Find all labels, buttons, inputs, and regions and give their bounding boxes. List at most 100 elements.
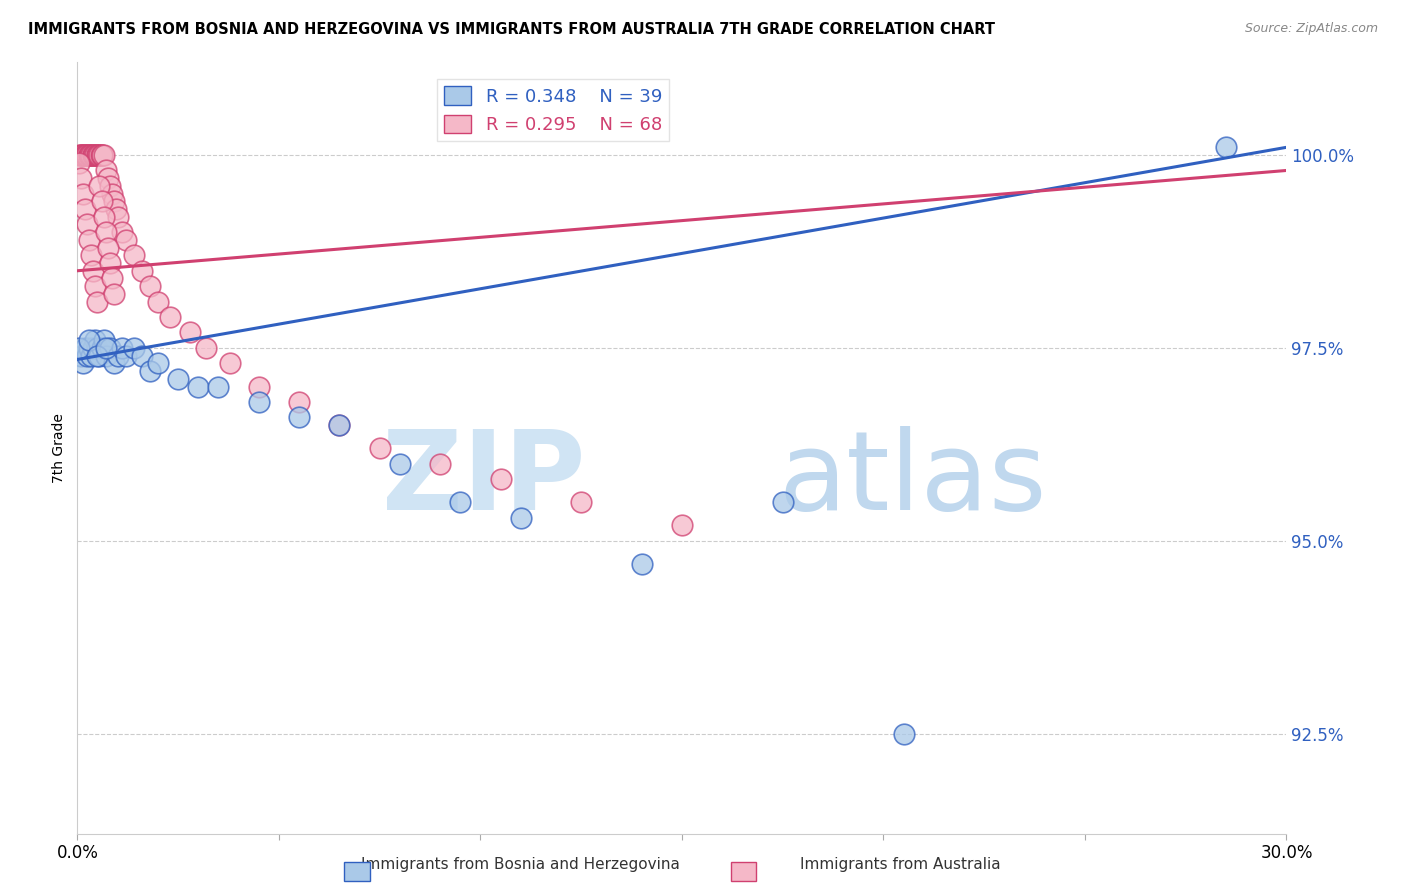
Point (75, 341, 97, 355)
Point (179, 326, 201, 340)
Point (139, 279, 162, 293)
Point (79, 233, 101, 247)
Point (159, 310, 181, 324)
Point (79, 341, 101, 355)
Y-axis label: 7th Grade: 7th Grade (52, 413, 66, 483)
Point (103, 356, 125, 370)
Point (328, 418, 350, 433)
Point (94, 349, 117, 363)
Point (70, 148, 93, 162)
Point (83, 148, 105, 162)
Point (72, 148, 94, 162)
Point (73, 148, 96, 162)
Point (82, 341, 104, 355)
Point (98, 256, 121, 270)
Point (75, 148, 97, 162)
Point (107, 349, 129, 363)
Point (90, 194, 112, 209)
Point (67, 148, 90, 162)
Point (96, 241, 118, 255)
Point (77, 148, 100, 162)
Point (80, 148, 103, 162)
Point (76, 349, 98, 363)
Point (82, 148, 104, 162)
Point (80, 349, 103, 363)
Text: Immigrants from Australia: Immigrants from Australia (800, 857, 1000, 872)
Point (72, 356, 94, 370)
Point (388, 457, 411, 471)
Point (98, 178, 121, 193)
Point (67, 155, 90, 169)
Point (90, 341, 112, 355)
Point (89, 349, 111, 363)
Point (67, 341, 90, 355)
Point (569, 495, 592, 509)
Point (94, 341, 117, 355)
Point (195, 341, 218, 355)
Point (368, 441, 391, 455)
Point (93, 333, 115, 347)
Point (328, 418, 350, 433)
Point (139, 364, 162, 378)
Point (84, 148, 107, 162)
Text: Source: ZipAtlas.com: Source: ZipAtlas.com (1244, 22, 1378, 36)
Point (114, 349, 136, 363)
Point (79, 148, 101, 162)
Point (509, 510, 531, 524)
Point (84, 279, 107, 293)
Text: IMMIGRANTS FROM BOSNIA AND HERZEGOVINA VS IMMIGRANTS FROM AUSTRALIA 7TH GRADE CO: IMMIGRANTS FROM BOSNIA AND HERZEGOVINA V… (28, 22, 995, 37)
Point (114, 233, 136, 247)
Point (131, 264, 153, 278)
Point (86, 349, 108, 363)
Point (893, 727, 915, 741)
Point (84, 333, 107, 347)
Point (630, 557, 652, 571)
Point (122, 248, 145, 262)
Point (111, 225, 134, 239)
Point (93, 148, 115, 162)
Point (167, 372, 190, 386)
Point (79, 333, 101, 347)
Point (247, 379, 270, 393)
Legend: R = 0.348    N = 39, R = 0.295    N = 68: R = 0.348 N = 39, R = 0.295 N = 68 (437, 79, 669, 141)
Point (75, 202, 97, 216)
Point (489, 472, 512, 486)
Point (100, 271, 122, 285)
Point (207, 379, 229, 393)
Point (103, 286, 125, 301)
Point (100, 186, 122, 201)
Point (288, 410, 311, 425)
Point (76, 218, 98, 232)
Point (86, 341, 108, 355)
Point (131, 349, 153, 363)
Point (96, 171, 118, 186)
Point (146, 294, 169, 309)
Point (86, 148, 108, 162)
Point (1215, 140, 1237, 154)
Point (70, 349, 93, 363)
Point (86, 294, 108, 309)
Point (75, 148, 97, 162)
Point (82, 148, 104, 162)
Point (449, 495, 471, 509)
Point (90, 148, 112, 162)
Point (98, 341, 121, 355)
Point (90, 148, 112, 162)
Text: Immigrants from Bosnia and Herzegovina: Immigrants from Bosnia and Herzegovina (361, 857, 679, 872)
Point (122, 341, 145, 355)
Point (86, 148, 108, 162)
Point (72, 186, 94, 201)
Point (70, 148, 93, 162)
Point (187, 379, 209, 393)
Point (146, 356, 169, 370)
Text: ZIP: ZIP (382, 425, 585, 533)
Point (93, 210, 115, 224)
Point (80, 248, 103, 262)
Point (429, 457, 451, 471)
Point (91, 148, 114, 162)
Point (247, 395, 270, 409)
Point (79, 148, 101, 162)
Point (103, 194, 125, 209)
Point (671, 518, 693, 533)
Point (82, 264, 104, 278)
